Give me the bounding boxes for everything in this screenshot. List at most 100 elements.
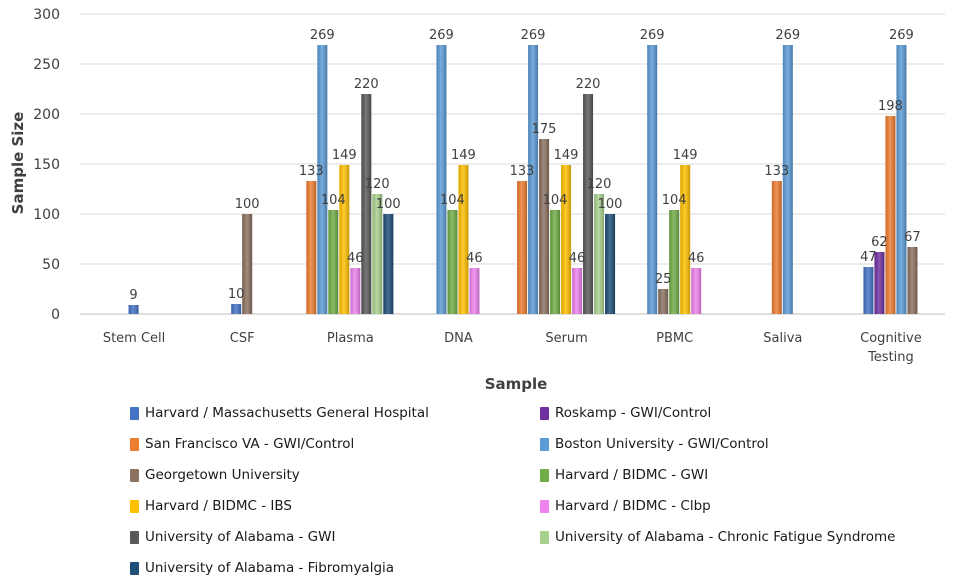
data-label: 269 [640,28,665,43]
bar-shading [680,165,691,314]
bar-shading [383,214,394,314]
x-axis-ticks: Stem Cell CSF Plasma DNA Serum PBMC Saliva Cogn… [103,331,922,365]
legend-item: University of Alabama - GWI [130,526,335,548]
y-tick-label: 150 [33,157,60,173]
gridlines [80,13,945,315]
bar-shading [447,210,458,314]
bar-shading [583,94,594,314]
bar-shading [594,194,605,314]
y-tick-label: 250 [33,57,60,73]
bar-shading [539,139,550,314]
legend-label: San Francisco VA - GWI/Control [145,436,355,452]
bar-shading [469,268,480,314]
data-label: 100 [598,197,623,212]
data-label: 120 [587,177,612,192]
bar-shading [907,247,918,314]
legend-swatch [540,499,549,513]
data-label: 269 [310,28,335,43]
x-tick-label: Cognitive Testing [860,331,922,365]
legend-label: Harvard / Massachusetts General Hospital [145,405,429,421]
bar-shading [782,45,793,314]
legend-label: Boston University - GWI/Control [555,436,769,452]
legend-item: San Francisco VA - GWI/Control [130,433,354,455]
legend-swatch [130,561,139,575]
y-tick-label: 50 [42,257,60,273]
data-label: 269 [429,28,454,43]
x-axis-title: Sample [485,375,548,393]
legend-item: Harvard / Massachusetts General Hospital [130,402,429,424]
legend-item: University of Alabama - Chronic Fatigue … [540,526,895,548]
legend-swatch [540,437,549,451]
data-label: 104 [543,193,568,208]
bars [128,45,918,314]
data-label: 46 [466,251,483,266]
bar-shading [317,45,328,314]
data-label: 10 [228,287,245,302]
legend-swatch [130,406,139,420]
bar-shading [231,304,242,314]
legend-item: University of Alabama - Fibromyalgia [130,557,394,579]
data-label: 269 [775,28,800,43]
data-label: 269 [889,28,914,43]
bar-shading [242,214,253,314]
data-label: 120 [365,177,390,192]
data-labels: 9 10 100 133 269 104 149 46 220 120 100 269 104 149 46… [129,28,920,303]
data-label: 67 [904,230,921,245]
legend-label: University of Alabama - Chronic Fatigue … [555,529,896,545]
legend-item: Boston University - GWI/Control [540,433,769,455]
data-label: 100 [376,197,401,212]
bar-shading [572,268,583,314]
legend-label: Harvard / BIDMC - Clbp [555,498,711,514]
data-label: 149 [673,148,698,163]
bar-shading [528,45,539,314]
bar-shading [885,116,896,314]
data-label: 46 [569,251,586,266]
data-label: 198 [878,99,903,114]
bar-chart: 0 50 100 150 200 250 300 9 10 100 133 269 104 149 46 2… [9,7,945,393]
legend: Harvard / Massachusetts General Hospital… [0,398,955,578]
bar-shading [896,45,907,314]
legend-swatch [540,406,549,420]
data-label: 104 [440,193,465,208]
bar-shading [771,181,782,314]
bar-shading [669,210,680,314]
legend-label: Harvard / BIDMC - IBS [145,498,292,514]
data-label: 104 [321,193,346,208]
data-label: 25 [655,272,672,287]
bar-shading [372,194,383,314]
bar-shading [874,252,885,314]
legend-label: Georgetown University [145,467,300,483]
data-label: 269 [521,28,546,43]
bar-shading [350,268,361,314]
y-tick-label: 0 [51,307,60,323]
bar-shading [605,214,616,314]
legend-swatch [540,530,549,544]
data-label: 62 [871,235,888,250]
bar-shading [458,165,469,314]
bar-shading [339,165,350,314]
legend-label: University of Alabama - GWI [145,529,336,545]
data-label: 100 [235,197,260,212]
y-tick-label: 300 [33,7,60,23]
legend-swatch [130,437,139,451]
data-label: 149 [554,148,579,163]
legend-swatch [130,468,139,482]
y-tick-label: 100 [33,207,60,223]
legend-item: Roskamp - GWI/Control [540,402,711,424]
x-tick-label: DNA [444,331,473,346]
data-label: 149 [451,148,476,163]
data-label: 133 [510,164,535,179]
legend-item: Harvard / BIDMC - Clbp [540,495,711,517]
legend-item: Harvard / BIDMC - GWI [540,464,708,486]
data-label: 9 [129,288,137,303]
bar-shading [328,210,339,314]
data-label: 133 [299,164,324,179]
y-tick-label: 200 [33,107,60,123]
legend-label: Roskamp - GWI/Control [555,405,712,421]
data-label: 220 [576,77,601,92]
bar-shading [306,181,317,314]
bar-shading [128,305,139,314]
data-label: 133 [764,164,789,179]
legend-swatch [130,499,139,513]
x-tick-label: CSF [230,331,255,346]
